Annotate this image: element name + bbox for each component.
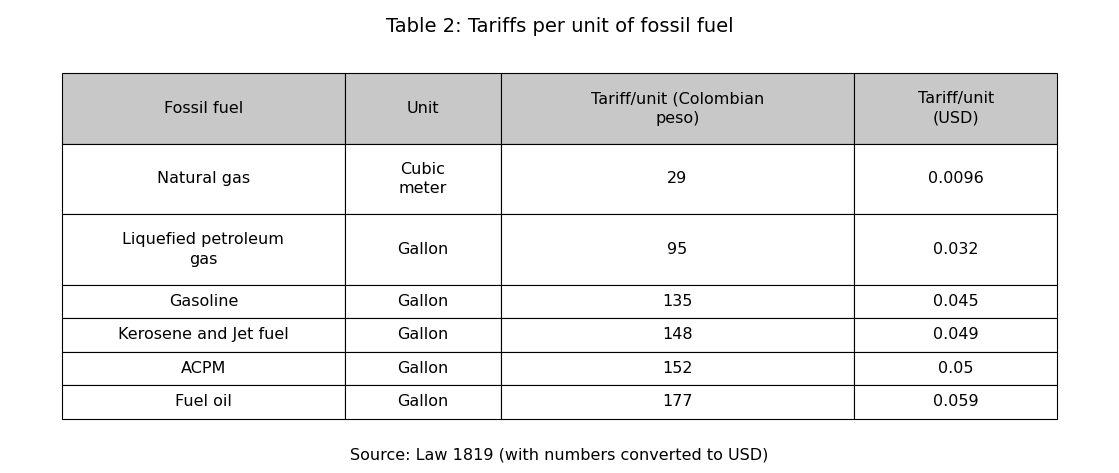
Bar (346, 351, 500, 385)
Bar (346, 73, 500, 144)
Bar (854, 144, 1057, 214)
Bar (62, 214, 346, 285)
Bar (500, 73, 854, 144)
Bar (500, 351, 854, 385)
Bar (62, 73, 346, 144)
Bar (854, 385, 1057, 419)
Bar (346, 214, 500, 285)
Bar (62, 285, 346, 318)
Text: Source: Law 1819 (with numbers converted to USD): Source: Law 1819 (with numbers converted… (350, 447, 769, 463)
Text: Gallon: Gallon (397, 394, 449, 409)
Text: 152: 152 (662, 361, 693, 376)
Text: 148: 148 (662, 327, 693, 342)
Text: 177: 177 (662, 394, 693, 409)
Bar (500, 385, 854, 419)
Bar (500, 318, 854, 351)
Text: Table 2: Tariffs per unit of fossil fuel: Table 2: Tariffs per unit of fossil fuel (386, 17, 733, 35)
Bar (500, 214, 854, 285)
Text: 29: 29 (667, 171, 687, 186)
Text: 0.059: 0.059 (933, 394, 978, 409)
Text: 0.05: 0.05 (938, 361, 974, 376)
Bar (500, 285, 854, 318)
Text: Gallon: Gallon (397, 294, 449, 309)
Bar (854, 285, 1057, 318)
Text: Gasoline: Gasoline (169, 294, 238, 309)
Bar (346, 318, 500, 351)
Text: 0.045: 0.045 (933, 294, 978, 309)
Bar (500, 144, 854, 214)
Text: Natural gas: Natural gas (157, 171, 250, 186)
Text: 0.032: 0.032 (933, 242, 978, 257)
Bar (854, 318, 1057, 351)
Bar (62, 318, 346, 351)
Text: Liquefied petroleum
gas: Liquefied petroleum gas (122, 232, 284, 267)
Bar (62, 351, 346, 385)
Text: Gallon: Gallon (397, 361, 449, 376)
Text: 0.049: 0.049 (933, 327, 978, 342)
Text: Fossil fuel: Fossil fuel (163, 101, 243, 116)
Text: Gallon: Gallon (397, 327, 449, 342)
Text: ACPM: ACPM (181, 361, 226, 376)
Text: Fuel oil: Fuel oil (175, 394, 232, 409)
Bar (346, 144, 500, 214)
Text: Kerosene and Jet fuel: Kerosene and Jet fuel (119, 327, 289, 342)
Text: 95: 95 (667, 242, 687, 257)
Bar (854, 351, 1057, 385)
Bar (62, 385, 346, 419)
Bar (854, 73, 1057, 144)
Bar (62, 144, 346, 214)
Text: 0.0096: 0.0096 (928, 171, 984, 186)
Text: Tariff/unit
(USD): Tariff/unit (USD) (918, 91, 994, 126)
Text: Cubic
meter: Cubic meter (398, 161, 448, 196)
Bar (346, 285, 500, 318)
Text: Tariff/unit (Colombian
peso): Tariff/unit (Colombian peso) (591, 91, 764, 126)
Bar (346, 385, 500, 419)
Text: 135: 135 (662, 294, 693, 309)
Text: Gallon: Gallon (397, 242, 449, 257)
Bar (854, 214, 1057, 285)
Text: Unit: Unit (406, 101, 440, 116)
